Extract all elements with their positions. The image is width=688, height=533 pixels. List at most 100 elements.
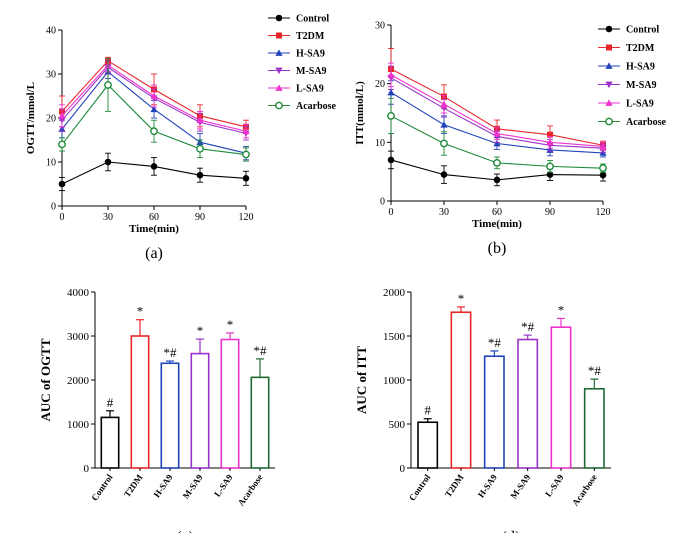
y-tick-label: 40 [46,26,56,37]
x-tick-label: 60 [149,212,159,223]
legend-label: Control [296,14,329,25]
y-tick-label: 30 [46,70,56,81]
x-tick-label: 30 [103,212,113,223]
data-point [196,116,204,124]
x-axis-title: Time(min) [472,218,522,230]
data-point [599,142,607,150]
legend-label: T2DM [626,43,655,54]
y-tick-label: 500 [389,419,406,431]
series-Acarbose [387,97,607,173]
x-axis-title: Time(min) [129,223,179,235]
x-tick-label: Control [89,472,115,503]
data-point [387,71,395,78]
significance-label: # [107,395,114,410]
data-point [493,129,501,137]
panel-label: (a) [145,245,163,262]
data-point [242,127,250,135]
data-point [242,150,250,159]
legend-label: H-SA9 [296,49,325,60]
bar-Control [417,421,439,469]
bar-H-SA9 [483,355,505,469]
bar-Control [100,416,120,469]
data-point [387,156,395,164]
legend-marker [275,84,283,91]
data-point [440,139,448,148]
y-tick-label: 30 [375,21,385,32]
y-tick-label: 20 [375,79,385,90]
legend-marker [275,14,283,22]
y-tick-label: 10 [375,138,385,149]
x-tick-label: Acarbose [570,472,599,507]
data-point [150,105,158,113]
bar-M-SA9 [517,338,539,469]
data-point [493,176,501,184]
y-tick-label: 1000 [383,375,406,387]
x-tick-label: 60 [492,207,502,218]
y-axis-title: AUC of OGTT [38,338,53,421]
y-tick-label: 1500 [383,331,406,343]
data-point [599,164,607,173]
bar-L-SA9 [220,338,240,469]
data-point [150,163,158,170]
y-tick-label: 2000 [67,375,90,387]
legend-label: M-SA9 [296,66,327,77]
data-point [196,144,204,153]
x-tick-label: L-SA9 [212,472,235,499]
data-point [104,158,112,166]
significance-label: *# [488,335,502,350]
legend-label: L-SA9 [626,99,654,110]
legend: Control T2DM H-SA9 M-SA9 L-SA9 Acarbose [268,14,337,112]
bar-L-SA9 [550,326,572,469]
series-H-SA9 [387,80,607,158]
legend-label: L-SA9 [296,84,324,95]
x-tick-label: L-SA9 [543,472,566,499]
panel-label: (c) [176,529,194,533]
legend-marker [276,32,282,39]
data-point [547,131,553,138]
x-tick-label: Control [407,472,433,503]
data-point [387,88,395,96]
data-point [196,171,204,179]
panel-1-line-chart: 0 10 20 30 0 30 60 90 120 Time(min) ITT(mmol/L) Con… [354,21,667,258]
data-point [387,112,395,120]
panel-2-bar-chart: 0 1000 2000 3000 4000 AUC of OGTT # Control * T2D… [38,287,275,533]
x-tick-label: 120 [596,207,611,218]
y-tick-label: 0 [380,197,385,208]
x-tick-label: 0 [60,212,65,223]
legend: Control T2DM H-SA9 M-SA9 L-SA9 Acarbose [598,25,667,128]
x-tick-label: H-SA9 [476,472,499,499]
x-tick-label: M-SA9 [181,472,205,501]
legend-marker [606,44,612,51]
y-tick-label: 0 [51,202,56,213]
y-tick-label: 1000 [67,419,90,431]
series-L-SA9 [58,58,250,139]
y-tick-label: 10 [46,158,56,169]
x-tick-label: 120 [239,212,254,223]
data-point [440,121,448,128]
legend-marker [605,99,613,106]
x-tick-label: H-SA9 [152,472,175,499]
x-tick-label: 0 [389,207,394,218]
data-point [58,140,66,149]
data-point [599,171,607,179]
bar-Acarbose [583,387,605,469]
data-point [440,171,448,178]
y-tick-label: 2000 [383,287,406,299]
bar-T2DM [450,311,472,469]
significance-label: # [424,403,431,418]
y-tick-label: 4000 [67,287,90,299]
data-point [493,139,501,147]
legend-label: T2DM [296,31,325,42]
x-tick-label: 30 [439,207,449,218]
bar-H-SA9 [160,362,180,469]
significance-label: *# [588,363,602,378]
data-point [242,174,250,182]
y-tick-label: 0 [84,463,90,475]
panel-0-line-chart: 0 10 20 30 40 0 30 60 90 120 Time(min) OGTT/mmol/L C… [25,14,337,263]
legend-marker [605,81,613,89]
series-Acarbose [58,58,250,162]
significance-label: *# [521,319,535,334]
series-L-SA9 [387,62,607,151]
bar-Acarbose [250,376,270,469]
y-axis-title: AUC of ITT [354,346,369,414]
